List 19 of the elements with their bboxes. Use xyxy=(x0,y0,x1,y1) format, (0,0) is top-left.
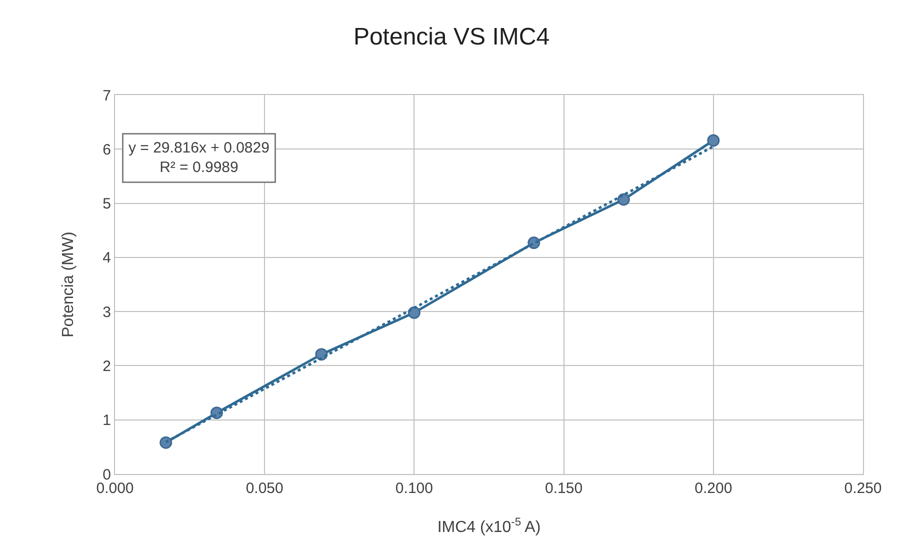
y-axis-title: Potencia (MW) xyxy=(60,232,77,338)
x-tick-label: 0.150 xyxy=(545,480,583,497)
y-tick-label: 6 xyxy=(102,141,111,158)
x-tick-label: 0.250 xyxy=(844,480,882,497)
y-tick-label: 7 xyxy=(102,87,111,104)
point xyxy=(617,193,630,206)
y-tick-label: 1 xyxy=(102,412,111,430)
point xyxy=(160,436,172,449)
y-tick-label: 5 xyxy=(102,196,111,213)
annotation: y = 29.816x + 0.0829 R² = 0.9989 xyxy=(128,140,270,176)
y-tick-label: 4 xyxy=(102,250,111,267)
x-tick-label: 0.200 xyxy=(694,480,732,497)
x-tick-label: 0.050 xyxy=(246,480,284,497)
y-tick-label: 2 xyxy=(102,358,111,375)
x-tick-label: 0.100 xyxy=(395,480,433,497)
chart-title: Potencia VS IMC4 xyxy=(353,23,550,50)
point xyxy=(707,134,720,147)
x-axis-title: IMC4 (x10$^{-5}$ A) xyxy=(437,516,541,536)
y-tick-label: 3 xyxy=(102,304,111,321)
